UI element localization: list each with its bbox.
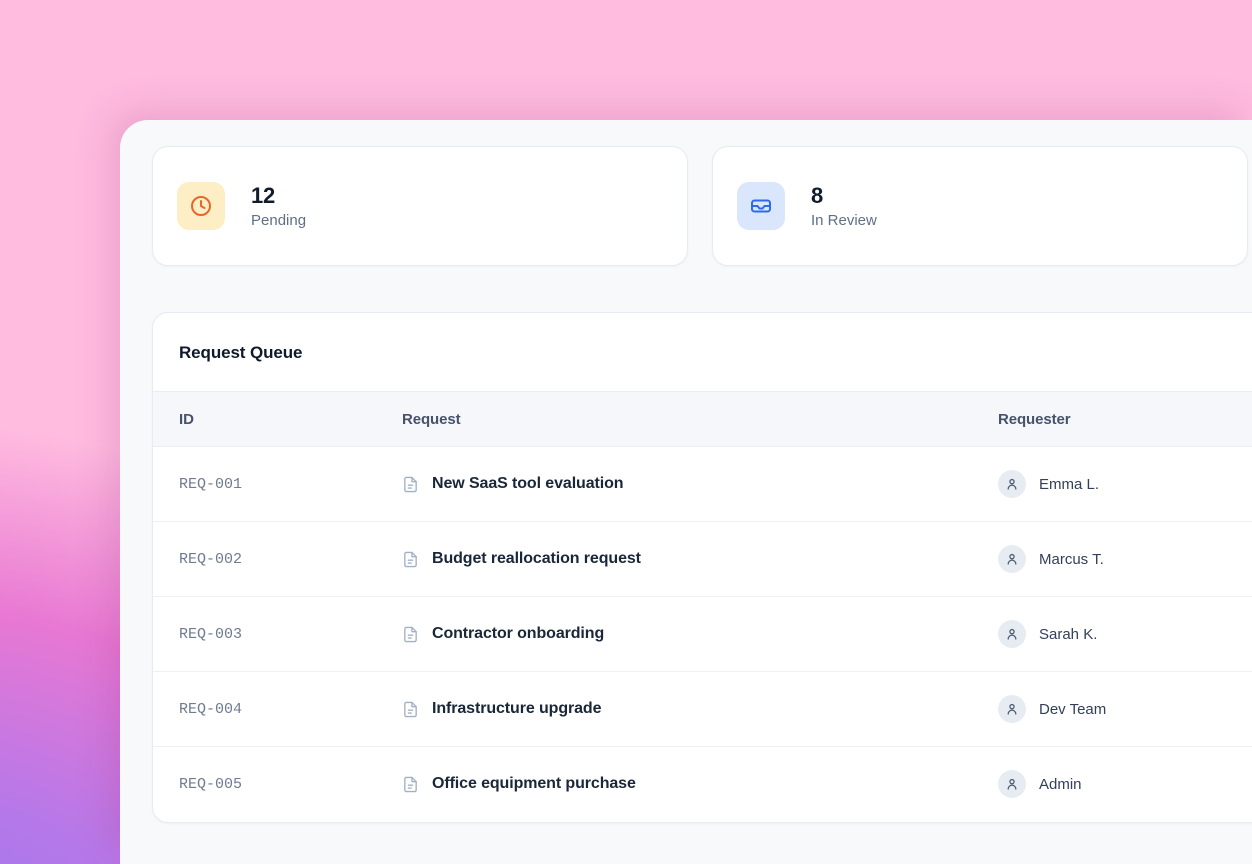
request-cell: Contractor onboarding: [402, 625, 998, 643]
requester-cell: Admin: [998, 770, 1252, 799]
requester-name: Emma L.: [1039, 475, 1100, 493]
request-title: Office equipment purchase: [432, 775, 636, 793]
file-text-icon: [402, 626, 419, 643]
main-panel: 12 Pending 8 In Review Request Queue ID: [120, 120, 1252, 864]
stat-text: 8 In Review: [811, 183, 877, 229]
column-header-request: Request: [402, 410, 461, 428]
request-cell: New SaaS tool evaluation: [402, 475, 998, 493]
stat-card-in-review: 8 In Review: [712, 146, 1248, 266]
requester-cell: Dev Team: [998, 695, 1252, 723]
request-title: Contractor onboarding: [432, 625, 605, 642]
inbox-icon: [737, 182, 785, 230]
request-id: REQ-003: [179, 625, 243, 643]
request-cell: Office equipment purchase: [402, 775, 998, 793]
request-title: Infrastructure upgrade: [432, 700, 602, 717]
column-header-id: ID: [179, 410, 194, 428]
request-id: REQ-005: [179, 775, 243, 793]
request-title: New SaaS tool evaluation: [432, 475, 624, 492]
table-row[interactable]: REQ-002 Budget reallocation request: [153, 522, 1252, 597]
file-text-icon: [402, 551, 419, 568]
stat-value-pending: 12: [251, 182, 276, 208]
table-header: ID Request Requester: [153, 391, 1252, 447]
file-text-icon: [402, 476, 419, 493]
requester-cell: Sarah K.: [998, 620, 1252, 648]
stats-row: 12 Pending 8 In Review: [152, 146, 1252, 266]
clock-icon: [177, 182, 225, 230]
requester-name: Dev Team: [1039, 700, 1107, 718]
table-row[interactable]: REQ-005 Office equipment purchase: [153, 747, 1252, 822]
queue-title: Request Queue: [179, 343, 303, 362]
file-text-icon: [402, 776, 419, 793]
user-avatar-icon: [998, 545, 1026, 573]
request-cell: Infrastructure upgrade: [402, 700, 998, 718]
stat-label-pending: Pending: [251, 212, 307, 230]
user-avatar-icon: [998, 470, 1026, 498]
requester-name: Admin: [1039, 775, 1082, 793]
request-id: REQ-001: [179, 475, 243, 493]
request-queue-card: Request Queue ID Request Requester REQ-0…: [152, 312, 1252, 823]
user-avatar-icon: [998, 695, 1026, 723]
request-queue-table: ID Request Requester REQ-001 New SaaS: [153, 391, 1252, 822]
requester-cell: Marcus T.: [998, 545, 1252, 573]
user-avatar-icon: [998, 620, 1026, 648]
table-row[interactable]: REQ-001 New SaaS tool evaluation: [153, 447, 1252, 522]
table-row[interactable]: REQ-003 Contractor onboarding: [153, 597, 1252, 672]
stat-value-in-review: 8: [811, 182, 824, 208]
stat-label-in-review: In Review: [811, 212, 877, 230]
stat-card-pending: 12 Pending: [152, 146, 688, 266]
request-id: REQ-002: [179, 550, 243, 568]
stat-text: 12 Pending: [251, 183, 306, 229]
column-header-requester: Requester: [998, 410, 1071, 428]
request-id: REQ-004: [179, 700, 243, 718]
request-cell: Budget reallocation request: [402, 550, 998, 568]
table-body: REQ-001 New SaaS tool evaluation: [153, 447, 1252, 822]
requester-name: Marcus T.: [1039, 550, 1104, 568]
file-text-icon: [402, 701, 419, 718]
table-row[interactable]: REQ-004 Infrastructure upgrade: [153, 672, 1252, 747]
requester-name: Sarah K.: [1039, 625, 1098, 643]
requester-cell: Emma L.: [998, 470, 1252, 498]
request-title: Budget reallocation request: [432, 550, 641, 567]
user-avatar-icon: [998, 770, 1026, 799]
